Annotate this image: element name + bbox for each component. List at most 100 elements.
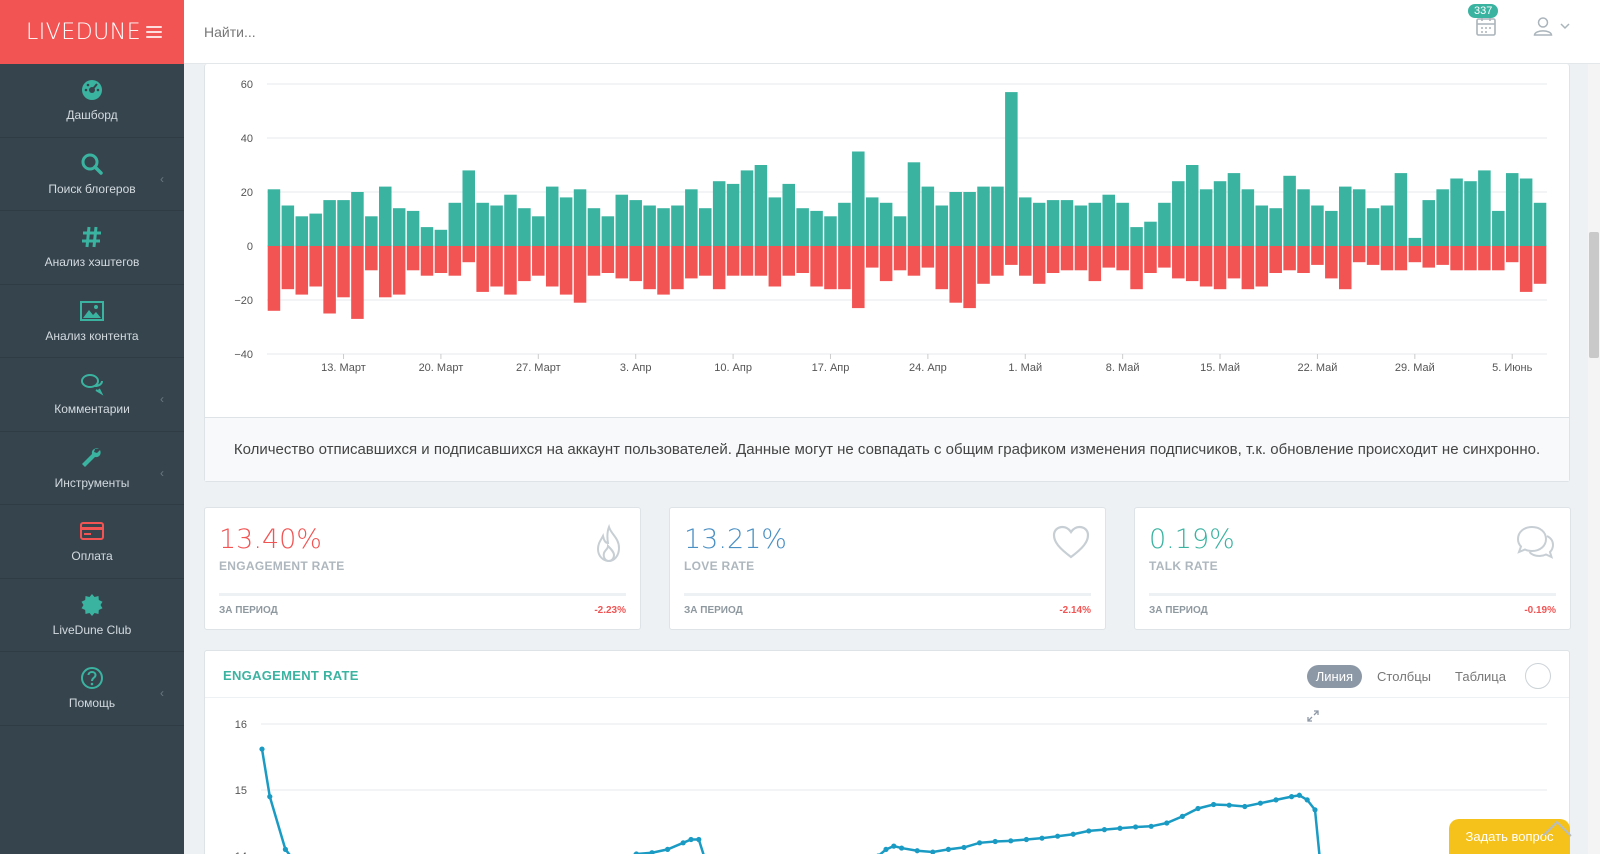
bar-unsubscribed	[587, 246, 601, 276]
search-input[interactable]	[204, 23, 504, 40]
er-point	[1070, 831, 1076, 837]
bar-unsubscribed	[1241, 246, 1255, 290]
bar-unsubscribed	[1074, 246, 1088, 271]
bar-subscribed	[685, 189, 698, 246]
bar-subscribed	[1227, 173, 1241, 246]
sidebar-item-search[interactable]: Поиск блогеров ‹	[0, 138, 184, 211]
sidebar-item-hashtag[interactable]: Анализ хэштегов	[0, 211, 184, 285]
bar-subscribed	[712, 181, 726, 246]
er-point	[883, 846, 889, 852]
bar-subscribed	[309, 213, 322, 246]
sidebar-item-image[interactable]: Анализ контента	[0, 285, 184, 358]
bar-subscribed	[1297, 189, 1310, 246]
x-tick-label: 5. Июнь	[1492, 362, 1532, 374]
bar-unsubscribed	[365, 246, 378, 271]
bar-subscribed	[879, 202, 893, 246]
scrollbar-track[interactable]	[1588, 64, 1600, 854]
bar-subscribed	[1283, 175, 1296, 246]
sidebar-item-badge[interactable]: LiveDune Club	[0, 579, 184, 652]
user-menu[interactable]	[1532, 15, 1570, 37]
card-value: 13.40%	[219, 524, 322, 555]
bar-unsubscribed	[281, 246, 295, 290]
bar-subscribed	[1046, 200, 1060, 246]
help-icon	[79, 666, 105, 690]
bar-subscribed	[810, 210, 823, 246]
bar-unsubscribed	[518, 246, 531, 282]
bar-subscribed	[852, 151, 865, 246]
sidebar-item-help[interactable]: Помощь ‹	[0, 652, 184, 726]
bar-subscribed	[643, 205, 656, 246]
bar-subscribed	[1060, 200, 1074, 246]
bar-subscribed	[1519, 178, 1533, 246]
sidebar-item-label: Анализ контента	[45, 328, 139, 343]
expand-button[interactable]	[1307, 663, 1551, 722]
bar-subscribed	[949, 192, 962, 246]
card-value: 13.21%	[684, 524, 787, 555]
bar-subscribed	[838, 202, 851, 246]
bar-subscribed	[1505, 173, 1519, 246]
image-icon	[79, 299, 105, 323]
x-tick-label: 20. Март	[419, 362, 464, 374]
er-line	[878, 793, 1321, 854]
sidebar-item-credit-card[interactable]: Оплата	[0, 505, 184, 579]
bar-unsubscribed	[1227, 246, 1241, 279]
scrollbar-thumb[interactable]	[1589, 232, 1599, 358]
bar-unsubscribed	[1450, 246, 1463, 271]
tab-line[interactable]: Линия	[1306, 664, 1363, 688]
logo[interactable]: LIVEDUNE	[26, 19, 142, 45]
hashtag-icon	[79, 225, 105, 249]
bar-unsubscribed	[434, 246, 448, 273]
bar-unsubscribed	[1339, 246, 1352, 290]
er-point	[914, 848, 920, 854]
sidebar-item-label: Дашборд	[66, 108, 118, 123]
bar-unsubscribed	[1199, 246, 1213, 287]
bar-subscribed	[615, 194, 629, 246]
chevron-left-icon: ‹	[160, 392, 164, 406]
calendar-button[interactable]: 337	[1468, 4, 1499, 38]
sidebar-item-dashboard[interactable]: Дашборд	[0, 64, 184, 138]
bar-subscribed	[1172, 181, 1185, 246]
bar-unsubscribed	[267, 246, 281, 311]
ask-question-button[interactable]: Задать вопрос	[1449, 819, 1570, 854]
er-point	[282, 846, 288, 852]
bar-unsubscribed	[963, 246, 976, 309]
bar-unsubscribed	[879, 246, 893, 282]
er-point	[267, 794, 273, 800]
er-point	[680, 840, 686, 846]
er-point	[1211, 801, 1217, 808]
wrench-icon	[79, 446, 105, 470]
tab-table[interactable]: Таблица	[1455, 668, 1506, 684]
er-point	[1226, 802, 1232, 808]
bar-unsubscribed	[448, 246, 462, 276]
y-tick-label: 14	[235, 851, 247, 854]
love-rate-card: 13.21% LOVE RATE ЗА ПЕРИОД -2.14%	[669, 507, 1106, 630]
er-point	[688, 836, 694, 843]
bar-subscribed	[1102, 194, 1115, 246]
bar-subscribed	[267, 189, 281, 246]
scroll-to-top-icon[interactable]	[1541, 816, 1573, 838]
bar-unsubscribed	[1505, 246, 1519, 263]
bar-unsubscribed	[935, 246, 949, 290]
bar-unsubscribed	[740, 246, 754, 276]
er-point	[1195, 805, 1201, 812]
bar-unsubscribed	[1394, 246, 1408, 271]
bar-unsubscribed	[1005, 246, 1018, 265]
menu-toggle-icon[interactable]	[146, 26, 162, 38]
sidebar-item-wrench[interactable]: Инструменты ‹	[0, 432, 184, 505]
bar-unsubscribed	[1519, 246, 1533, 292]
bar-unsubscribed	[1436, 246, 1449, 265]
sidebar-item-comments[interactable]: Комментарии ‹	[0, 358, 184, 432]
bar-subscribed	[337, 200, 350, 246]
er-point	[961, 844, 967, 851]
bar-subscribed	[1199, 189, 1213, 246]
y-tick-label: −40	[234, 349, 253, 361]
sidebar-item-label: LiveDune Club	[52, 622, 132, 637]
bar-subscribed	[1158, 202, 1171, 246]
er-point	[945, 846, 952, 852]
bar-unsubscribed	[921, 246, 935, 268]
flame-icon	[596, 524, 621, 563]
bar-subscribed	[1478, 170, 1491, 246]
bar-unsubscribed	[1352, 246, 1366, 263]
tab-columns[interactable]: Столбцы	[1377, 668, 1432, 684]
bar-subscribed	[1088, 202, 1102, 246]
